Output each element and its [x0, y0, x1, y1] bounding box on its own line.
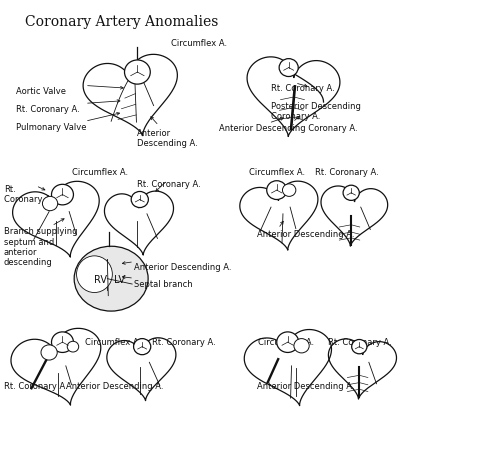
Circle shape — [279, 58, 298, 76]
Text: Aortic Valve: Aortic Valve — [16, 87, 66, 96]
Circle shape — [267, 181, 287, 199]
Ellipse shape — [74, 246, 148, 311]
Text: Rt. Coronary A.: Rt. Coronary A. — [328, 338, 392, 346]
Text: Rt. Coronary A.: Rt. Coronary A. — [137, 180, 201, 189]
Text: Posterior Descending
Coronary A.: Posterior Descending Coronary A. — [271, 102, 361, 122]
Circle shape — [51, 184, 73, 205]
Circle shape — [282, 184, 296, 196]
Text: Septal branch: Septal branch — [134, 279, 192, 288]
Text: Rt.
Coronary A.: Rt. Coronary A. — [4, 185, 53, 204]
Circle shape — [124, 60, 150, 84]
Ellipse shape — [76, 256, 112, 292]
Text: Anterior Descending A.: Anterior Descending A. — [257, 382, 354, 392]
Text: Circumflex A.: Circumflex A. — [249, 168, 305, 177]
Text: Rt. Coronary A.: Rt. Coronary A. — [4, 382, 68, 392]
Text: Anterior Descending A.: Anterior Descending A. — [66, 382, 163, 392]
Text: Rt. Coronary A.: Rt. Coronary A. — [16, 105, 80, 114]
Text: LV: LV — [114, 275, 124, 285]
Circle shape — [277, 332, 299, 352]
Circle shape — [294, 338, 309, 353]
Text: Coronary Artery Anomalies: Coronary Artery Anomalies — [25, 15, 218, 29]
Text: Anterior Descending Coronary A.: Anterior Descending Coronary A. — [218, 124, 357, 133]
Circle shape — [352, 339, 367, 354]
Text: Rt. Coronary A.: Rt. Coronary A. — [315, 168, 379, 177]
Text: Circumflex A.: Circumflex A. — [258, 338, 314, 346]
Circle shape — [41, 345, 57, 360]
Text: Anterior
Descending A.: Anterior Descending A. — [137, 129, 198, 148]
Circle shape — [67, 341, 79, 352]
Text: Pulmonary Valve: Pulmonary Valve — [16, 123, 86, 132]
Text: Circumflex A.: Circumflex A. — [72, 168, 128, 177]
Text: Circumflex A.: Circumflex A. — [85, 338, 141, 346]
Circle shape — [343, 185, 360, 200]
Circle shape — [51, 332, 73, 352]
Text: Anterior Descending A.: Anterior Descending A. — [257, 230, 354, 239]
Circle shape — [131, 191, 148, 207]
Text: Anterior Descending A.: Anterior Descending A. — [134, 263, 231, 272]
Circle shape — [42, 196, 58, 211]
Circle shape — [133, 338, 151, 355]
Text: RV: RV — [95, 275, 108, 285]
Text: Branch supplying
septum and
anterior
descending: Branch supplying septum and anterior des… — [4, 227, 77, 267]
Text: Rt. Coronary A.: Rt. Coronary A. — [271, 84, 335, 93]
Text: Rt. Coronary A.: Rt. Coronary A. — [152, 338, 216, 346]
Text: Circumflex A.: Circumflex A. — [171, 40, 227, 49]
